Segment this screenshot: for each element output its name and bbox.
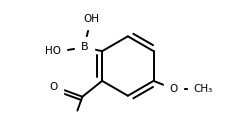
Text: HO: HO: [44, 46, 60, 56]
Text: O: O: [49, 82, 57, 92]
Text: B: B: [80, 42, 88, 52]
Text: OH: OH: [83, 14, 99, 23]
Text: CH₃: CH₃: [193, 84, 212, 94]
Text: O: O: [169, 84, 177, 94]
